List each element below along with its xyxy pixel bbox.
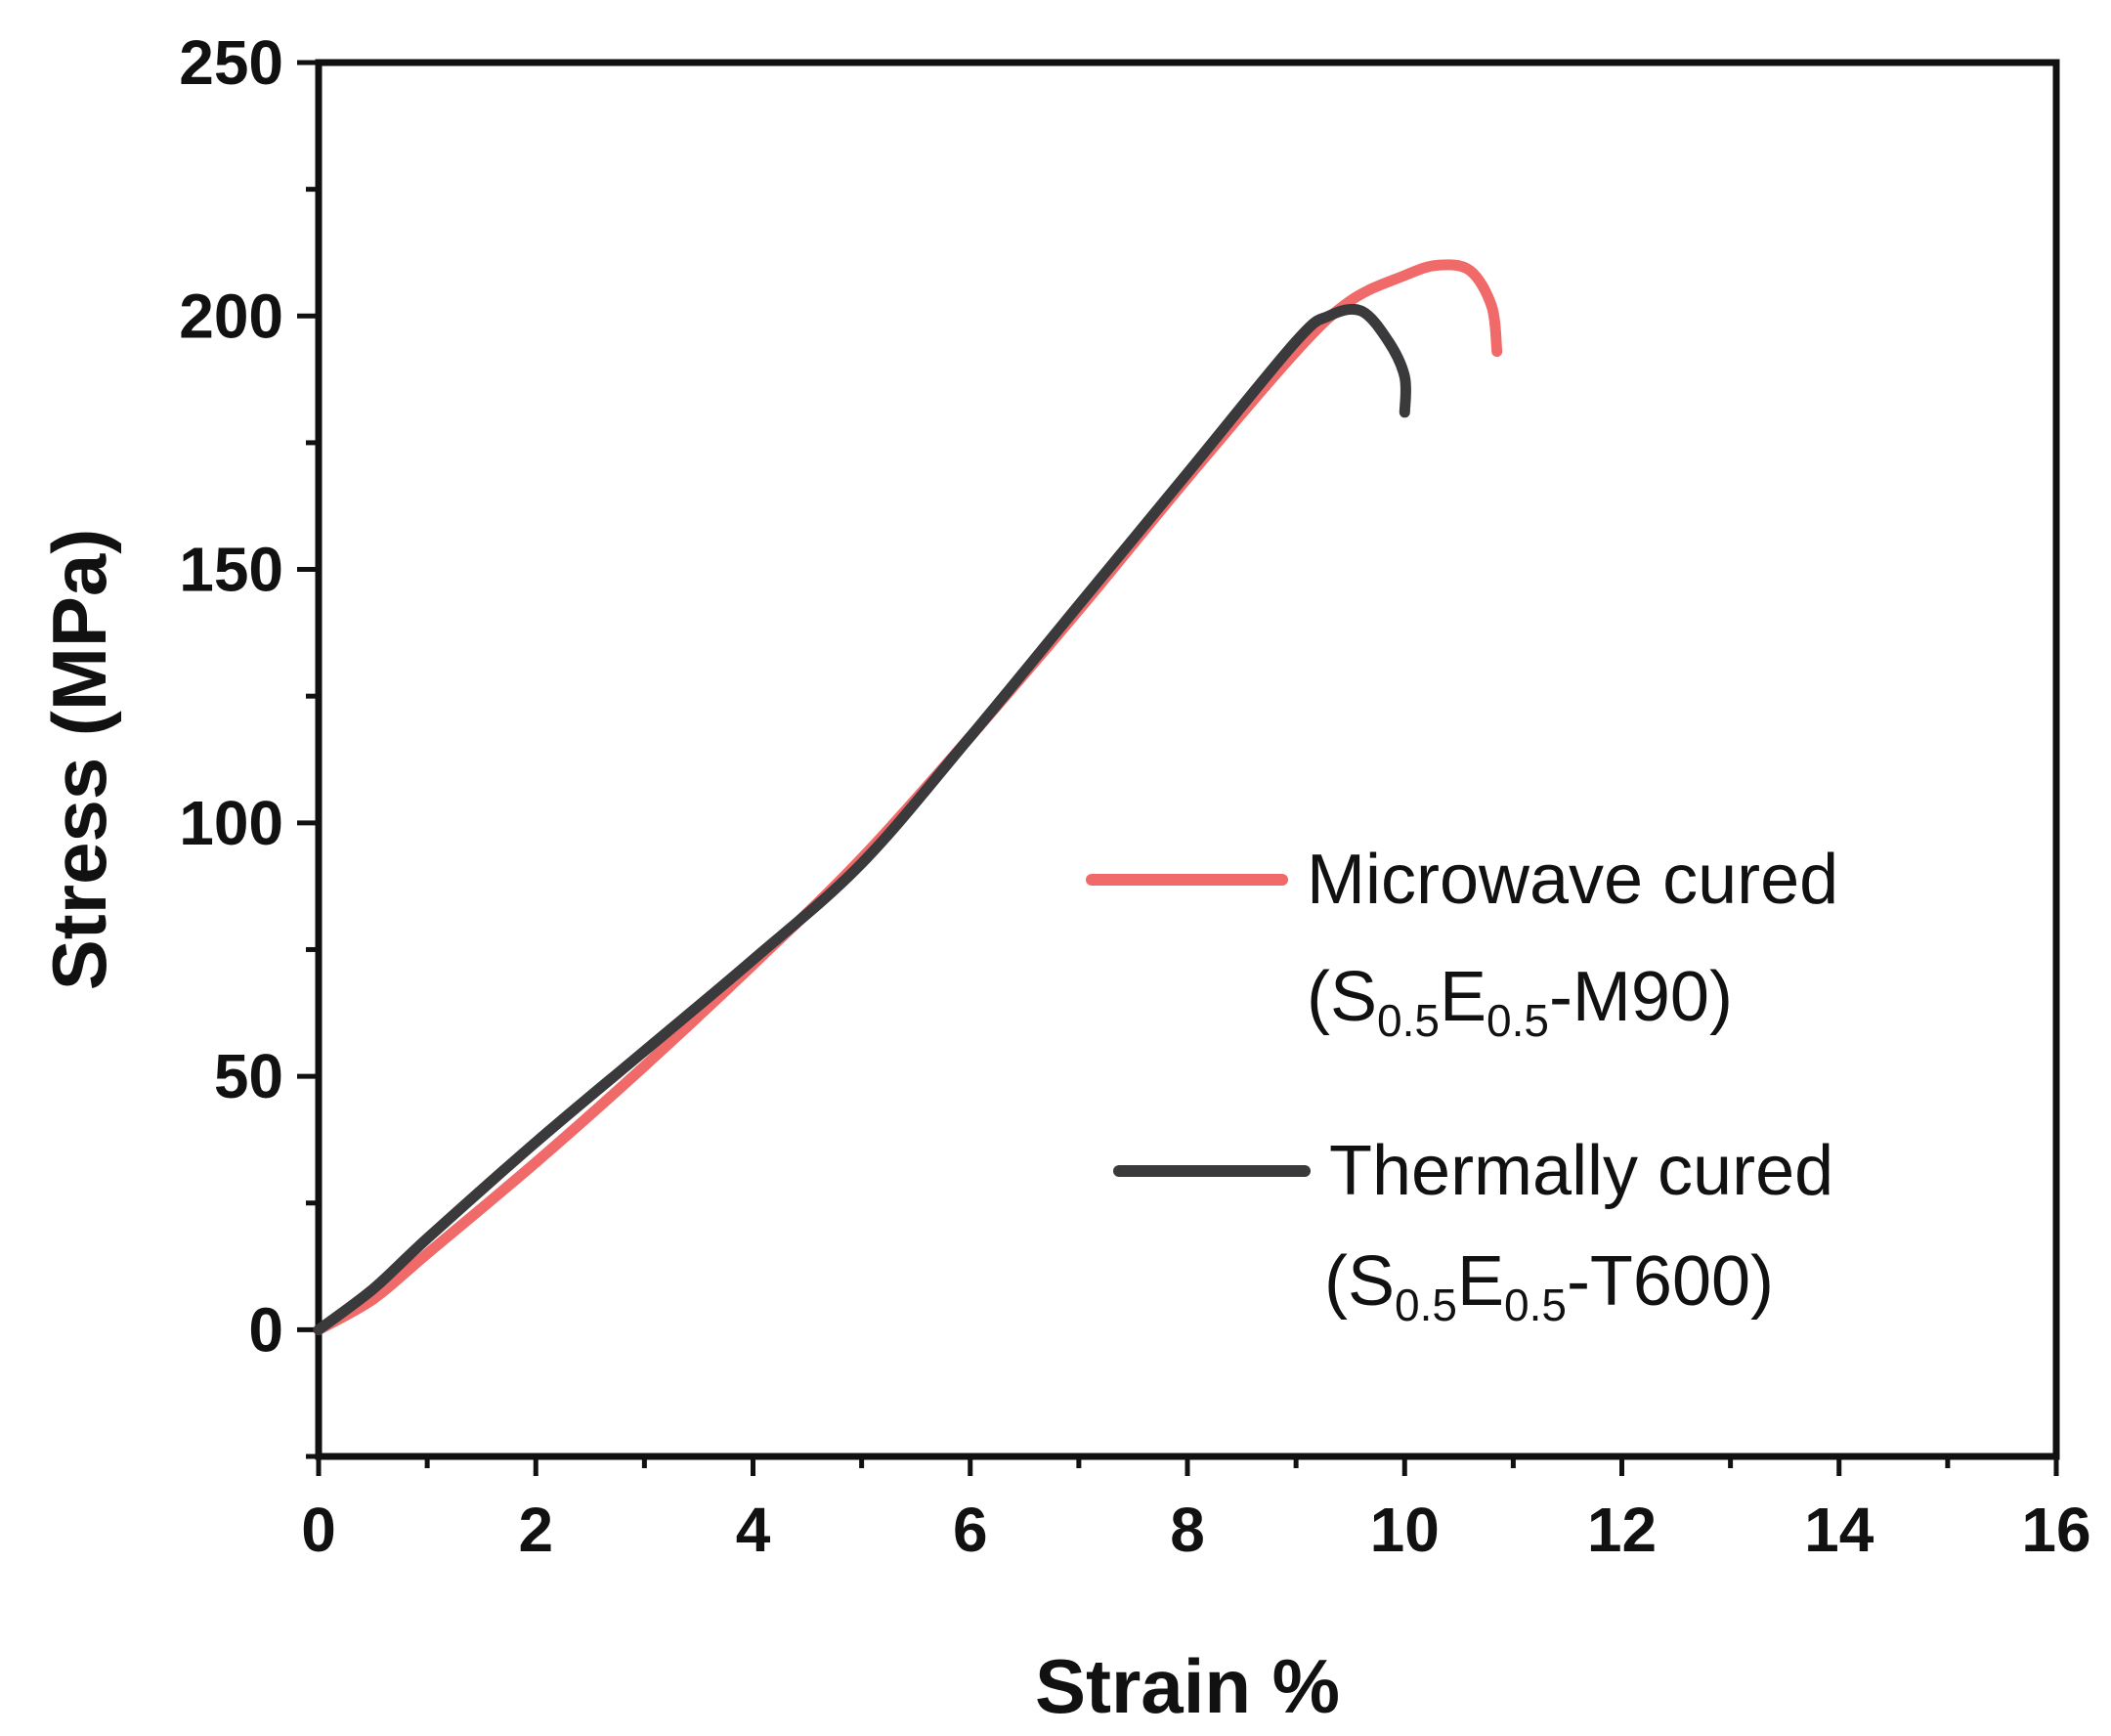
y-tick-label: 200 (179, 281, 283, 351)
y-tick-label: 250 (179, 27, 283, 98)
x-axis-ticks: 0 2 4 6 8 10 12 14 16 (301, 1456, 2091, 1565)
y-tick-label: 100 (179, 788, 283, 858)
legend-label-microwave-line2: (S0.5E0.5-M90) (1307, 958, 1733, 1046)
legend: Microwave cured (S0.5E0.5-M90) Thermally… (1086, 841, 1838, 1330)
legend-label-thermal-line1: Thermally cured (1329, 1132, 1833, 1210)
x-tick-label: 10 (1370, 1495, 1440, 1565)
y-axis-ticks: 0 50 100 150 200 250 (179, 27, 319, 1459)
x-tick-label: 2 (518, 1495, 553, 1565)
series-microwave-cured (313, 259, 1503, 1335)
x-tick-label: 6 (953, 1495, 988, 1565)
x-tick-label: 4 (736, 1495, 771, 1565)
y-axis-title: Stress (MPa) (36, 529, 122, 991)
series-layer (313, 259, 1503, 1335)
x-axis-title: Strain % (1035, 1643, 1340, 1729)
x-tick-label: 12 (1587, 1495, 1657, 1565)
y-tick-label: 0 (248, 1294, 283, 1365)
plot-frame (315, 59, 2060, 1460)
x-tick-label: 14 (1804, 1495, 1874, 1565)
x-tick-label: 8 (1170, 1495, 1205, 1565)
legend-label-microwave-line1: Microwave cured (1307, 841, 1838, 919)
legend-label-thermal-line2: (S0.5E0.5-T600) (1324, 1242, 1774, 1330)
y-tick-label: 50 (214, 1041, 283, 1111)
x-tick-label: 16 (2021, 1495, 2090, 1565)
y-tick-label: 150 (179, 535, 283, 605)
x-tick-label: 0 (301, 1495, 336, 1565)
series-thermally-cured (313, 303, 1411, 1335)
